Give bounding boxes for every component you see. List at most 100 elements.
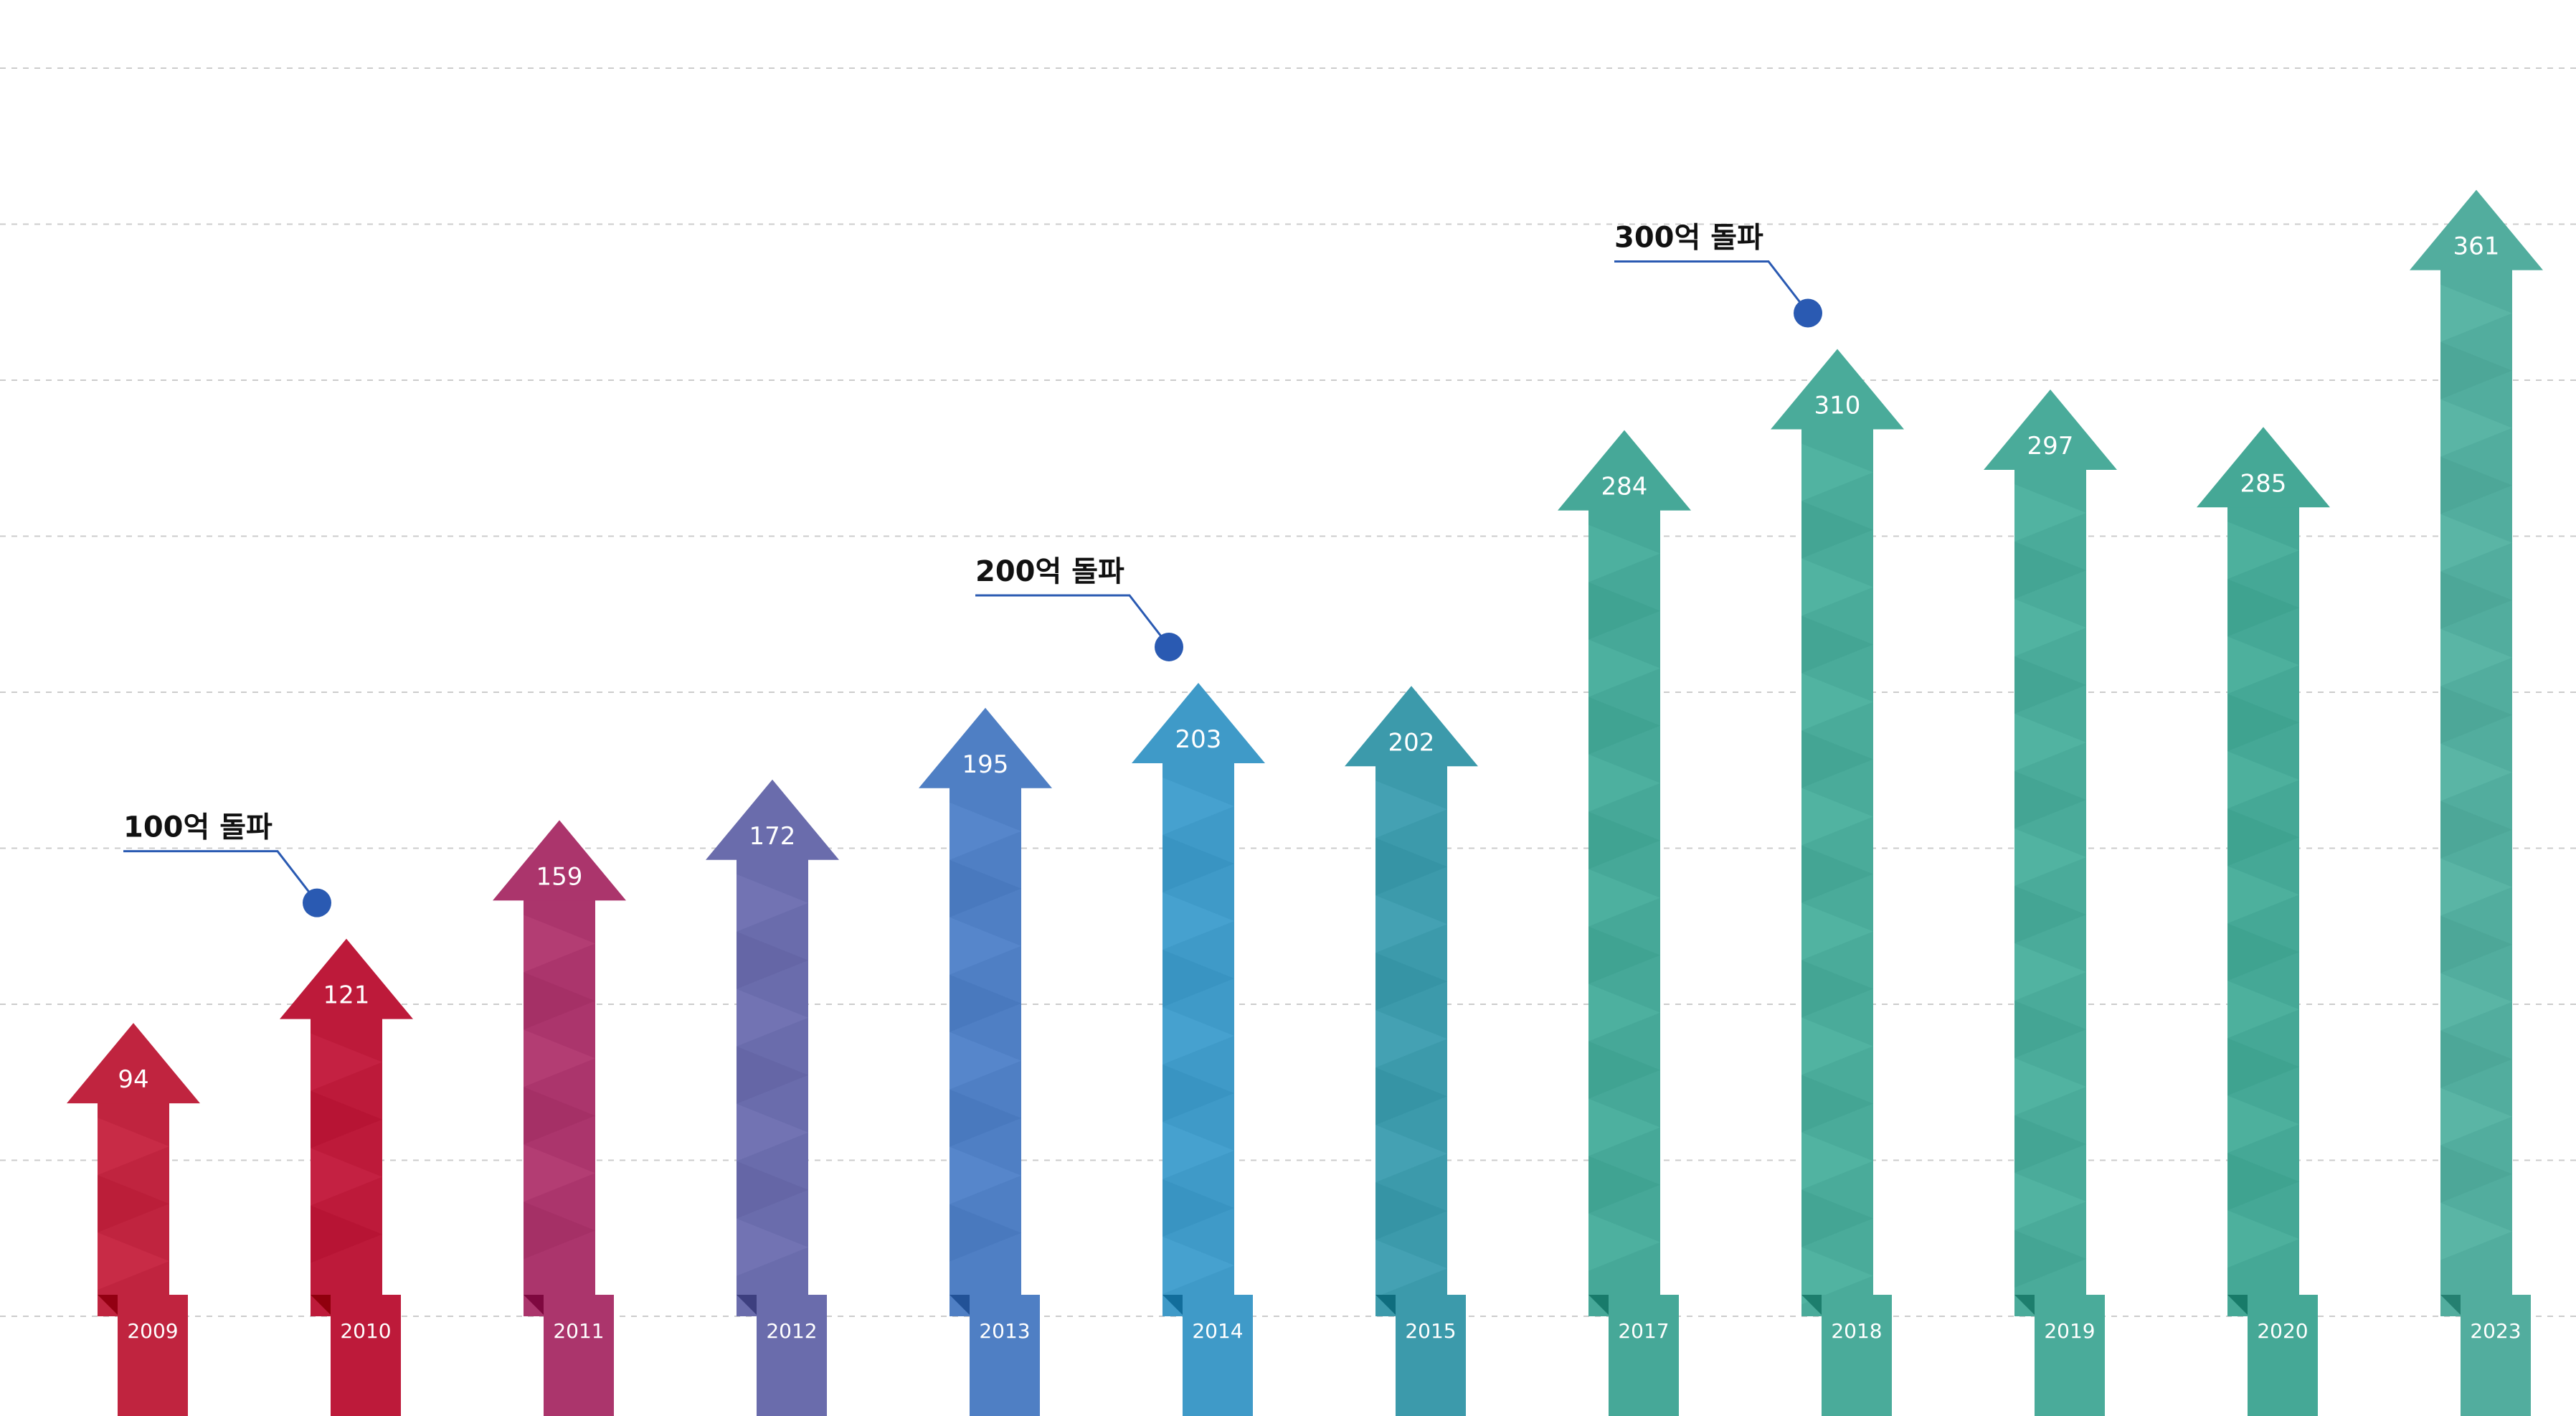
arrow-facet xyxy=(2440,1145,2512,1203)
data-label: 203 xyxy=(1175,725,1222,754)
arrow-facet xyxy=(2440,571,2512,629)
arrow-bar-2011: 159 2011 xyxy=(493,820,626,1416)
arrow-facet xyxy=(2014,943,2086,1001)
x-tick-label: 2023 xyxy=(2470,1319,2521,1343)
gridlines xyxy=(0,67,2576,1317)
arrow-facet xyxy=(737,874,808,932)
arrow-bar-2013: 195 2013 xyxy=(919,707,1052,1416)
year-tab xyxy=(757,1295,827,1416)
arrow-facet xyxy=(1162,777,1234,835)
arrow-head xyxy=(706,779,839,860)
arrow-facet xyxy=(2227,923,2299,981)
arrow-facet xyxy=(1801,788,1873,846)
arrow-head xyxy=(1558,430,1691,511)
milestone-annotation: 100억 돌파 xyxy=(123,811,331,917)
arrow-facet xyxy=(98,1118,169,1176)
arrow-facet xyxy=(2014,1173,2086,1231)
x-tick-label: 2020 xyxy=(2257,1319,2308,1343)
arrow-facet xyxy=(1162,1064,1234,1122)
arrow-facet xyxy=(1375,1067,1447,1125)
year-tab-fold xyxy=(1588,1295,1609,1315)
arrow-facet xyxy=(2440,915,2512,973)
arrow-facet xyxy=(1375,1125,1447,1183)
arrow-facet xyxy=(2440,973,2512,1031)
year-tab xyxy=(1822,1295,1892,1416)
arrow-facet xyxy=(2440,399,2512,457)
annotation-leader-line xyxy=(1614,260,1806,310)
arrow-facet xyxy=(2227,694,2299,752)
year-tab xyxy=(2035,1295,2105,1416)
year-tab xyxy=(970,1295,1040,1416)
year-tab xyxy=(118,1295,188,1416)
arrow-facet xyxy=(737,1103,808,1161)
arrow-facet xyxy=(1588,926,1660,984)
x-tick-label: 2015 xyxy=(1405,1319,1456,1343)
arrow-facet xyxy=(1375,1240,1447,1298)
x-tick-label: 2019 xyxy=(2044,1319,2095,1343)
arrow-facet xyxy=(2014,542,2086,600)
arrow-facet xyxy=(737,1046,808,1104)
data-label: 159 xyxy=(536,862,583,891)
x-tick-label: 2009 xyxy=(127,1319,178,1343)
arrow-head xyxy=(1771,349,1904,430)
x-tick-label: 2012 xyxy=(766,1319,817,1343)
arrow-facet xyxy=(2227,808,2299,867)
arrow-facet xyxy=(2440,1087,2512,1146)
year-tab xyxy=(1609,1295,1679,1416)
arrow-facet xyxy=(1801,902,1873,960)
year-tab-fold xyxy=(1801,1295,1822,1315)
arrow-head xyxy=(1132,682,1265,763)
arrow-facet xyxy=(2014,829,2086,887)
year-tab xyxy=(331,1295,401,1416)
arrow-facet xyxy=(2014,1115,2086,1174)
year-tab xyxy=(2248,1295,2318,1416)
arrow-facet xyxy=(2440,628,2512,686)
arrow-facet xyxy=(1588,869,1660,927)
arrow-facet xyxy=(2440,341,2512,400)
arrow-facet xyxy=(1588,811,1660,869)
year-tab-fold xyxy=(2440,1295,2461,1315)
arrow-facet xyxy=(950,1204,1021,1262)
arrow-facet xyxy=(2227,1095,2299,1153)
data-label: 195 xyxy=(962,750,1009,779)
year-tab xyxy=(544,1295,614,1416)
year-tab xyxy=(1396,1295,1466,1416)
arrow-facet xyxy=(1375,838,1447,896)
annotations: 100억 돌파 200억 돌파 300억 돌파 xyxy=(123,222,1822,917)
arrow-facet xyxy=(1162,892,1234,950)
arrow-facet xyxy=(1375,953,1447,1011)
arrow-bar-2015: 202 2015 xyxy=(1345,686,1478,1416)
arrow-facet xyxy=(311,1090,382,1148)
arrow-facet xyxy=(2014,484,2086,542)
data-label: 297 xyxy=(2027,432,2074,461)
arrow-bars: 94 2009 121 2010 159 2011 172 2012 195 2013 203 201… xyxy=(67,189,2543,1416)
arrow-facet xyxy=(2440,686,2512,744)
arrow-facet xyxy=(950,859,1021,917)
arrow-head xyxy=(67,1023,200,1104)
x-tick-label: 2018 xyxy=(1831,1319,1882,1343)
arrow-facet xyxy=(1162,1236,1234,1294)
arrow-facet xyxy=(1162,1006,1234,1065)
arrow-facet xyxy=(1801,1247,1873,1305)
arrow-bar-2019: 297 2019 xyxy=(1984,390,2117,1416)
arrow-facet xyxy=(2014,656,2086,714)
arrow-facet xyxy=(950,1089,1021,1147)
arrow-facet xyxy=(2440,743,2512,801)
year-tab-fold xyxy=(311,1295,331,1315)
arrow-facet xyxy=(1588,1156,1660,1214)
arrow-facet xyxy=(1588,1213,1660,1271)
arrow-facet xyxy=(2227,866,2299,924)
milestone-annotation: 200억 돌파 xyxy=(975,555,1183,661)
arrow-facet xyxy=(737,1161,808,1219)
arrow-facet xyxy=(2227,1038,2299,1096)
arrow-facet xyxy=(2014,714,2086,772)
arrow-bar-2012: 172 2012 xyxy=(706,779,839,1416)
annotation-leader-line xyxy=(975,594,1168,643)
arrow-facet xyxy=(2440,1202,2512,1260)
year-tab-fold xyxy=(1162,1295,1183,1315)
data-label: 284 xyxy=(1601,473,1648,501)
arrow-facet xyxy=(2227,636,2299,694)
annotation-label: 200억 돌파 xyxy=(975,555,1124,588)
arrow-facet xyxy=(2227,751,2299,809)
arrow-facet xyxy=(2440,456,2512,514)
